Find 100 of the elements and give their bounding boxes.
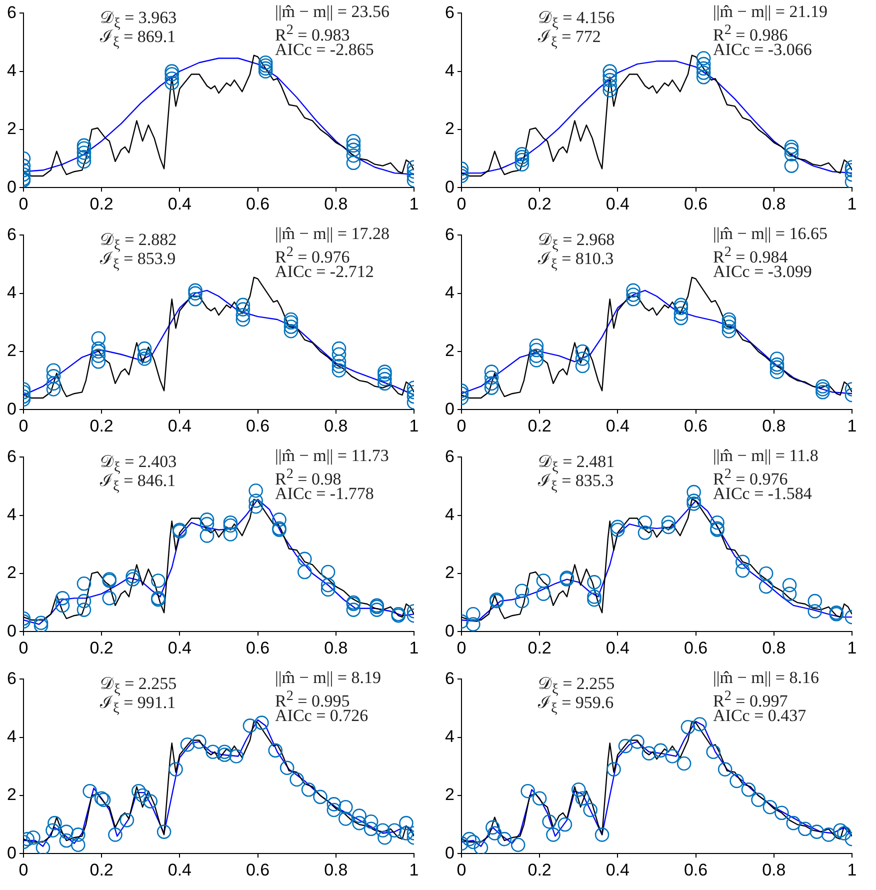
point: [34, 618, 48, 632]
point: [137, 341, 152, 356]
point: [284, 315, 298, 330]
point: [784, 147, 799, 162]
x-tick-label: 0.4: [168, 860, 192, 880]
point: [610, 520, 625, 534]
point: [36, 840, 50, 854]
point: [26, 830, 40, 845]
point: [91, 354, 106, 369]
point: [55, 591, 70, 606]
point: [91, 348, 106, 363]
point: [320, 578, 336, 592]
point: [313, 790, 328, 804]
x-tick-label: 1: [409, 860, 419, 880]
x-tick-label: 0.4: [168, 638, 192, 658]
point: [258, 58, 273, 73]
point: [751, 792, 766, 807]
x-tick-label: 0.8: [762, 194, 786, 214]
point: [602, 68, 618, 83]
point: [378, 830, 392, 845]
point: [665, 749, 680, 764]
point: [378, 372, 392, 386]
annotation: ||m̂ − m|| = 8.19: [275, 668, 381, 687]
point: [137, 352, 152, 366]
y-tick-label: 0: [6, 843, 16, 862]
point: [164, 71, 180, 86]
point: [606, 762, 621, 776]
x-tick-label: 0: [456, 416, 466, 436]
point: [558, 817, 572, 832]
point: [76, 602, 92, 617]
y-tick-label: 2: [444, 563, 454, 582]
point: [722, 315, 736, 330]
point: [696, 70, 711, 84]
point: [137, 348, 152, 363]
point: [466, 607, 480, 622]
y-tick-label: 6: [444, 668, 454, 688]
point: [784, 158, 799, 173]
point: [59, 824, 74, 839]
point: [223, 518, 238, 533]
point: [320, 564, 336, 580]
point: [782, 578, 797, 592]
point: [180, 737, 195, 752]
point: [284, 324, 298, 338]
point: [741, 782, 756, 797]
point: [46, 382, 61, 396]
y-tick-label: 2: [6, 341, 16, 360]
point: [370, 602, 384, 617]
point: [674, 300, 688, 316]
point: [332, 363, 346, 378]
point: [696, 56, 711, 72]
point: [529, 342, 544, 358]
point: [575, 344, 590, 359]
point: [638, 515, 652, 530]
x-tick-label: 0.4: [168, 194, 192, 214]
point: [798, 822, 812, 836]
y-tick-label: 6: [6, 446, 16, 466]
point: [638, 526, 652, 540]
annotation: ||m̂ − m|| = 8.16: [713, 668, 819, 687]
x-tick-label: 0: [18, 860, 28, 880]
x-tick-label: 0.8: [762, 638, 786, 658]
point: [301, 782, 316, 797]
point: [223, 515, 238, 530]
point: [332, 358, 346, 374]
x-tick-label: 0.2: [528, 860, 552, 880]
point: [168, 762, 183, 776]
point: [661, 515, 676, 530]
point: [784, 140, 799, 154]
point: [488, 826, 502, 840]
point: [272, 512, 286, 527]
point: [532, 791, 547, 806]
x-tick-label: 0.6: [684, 638, 708, 658]
point: [514, 594, 530, 608]
point: [784, 142, 799, 157]
point: [626, 283, 640, 298]
point: [326, 802, 342, 818]
x-tick-label: 1: [847, 416, 857, 436]
point: [236, 308, 250, 322]
point: [626, 288, 640, 302]
x-tick-label: 0.6: [684, 194, 708, 214]
x-tick-label: 0: [18, 416, 28, 436]
x-tick-label: 0: [456, 638, 466, 658]
y-tick-label: 6: [444, 224, 454, 244]
x-tick-label: 0.4: [606, 416, 630, 436]
point: [686, 496, 701, 511]
point: [164, 64, 180, 78]
point: [680, 720, 696, 734]
point: [236, 302, 250, 316]
point: [376, 823, 390, 838]
point: [484, 376, 499, 391]
point: [583, 802, 598, 818]
point: [837, 826, 852, 840]
point: [722, 320, 736, 334]
point: [46, 376, 61, 391]
point: [575, 358, 590, 374]
point: [200, 528, 214, 543]
point: [258, 64, 273, 78]
x-tick-label: 0.6: [246, 860, 270, 880]
point: [192, 734, 206, 749]
annotation: ||m̂ − m|| = 11.8: [713, 446, 818, 465]
point: [602, 83, 618, 98]
